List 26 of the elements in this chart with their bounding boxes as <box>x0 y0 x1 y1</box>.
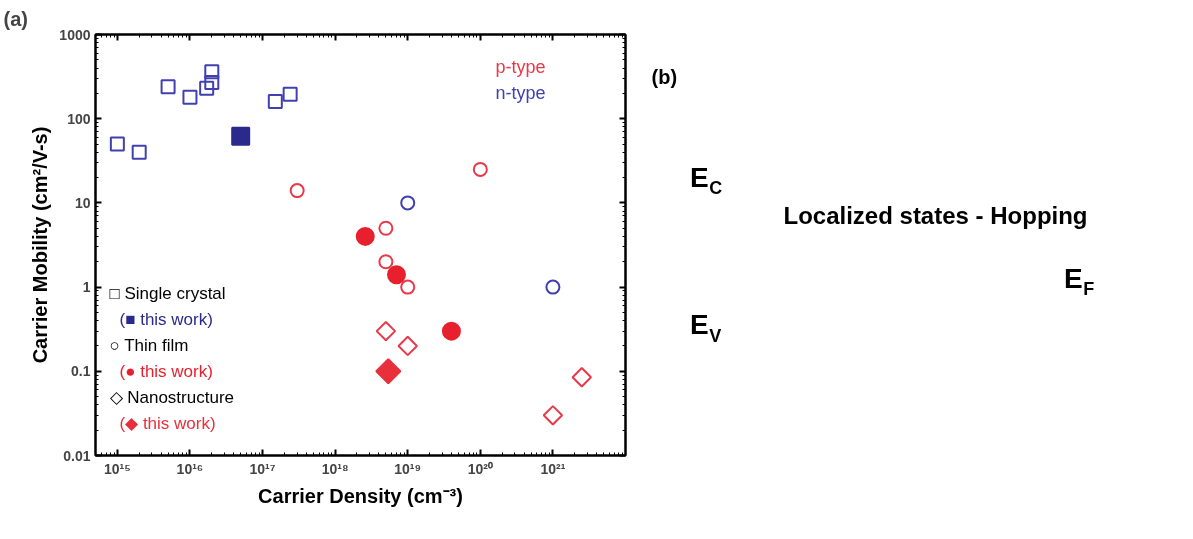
annotation: n-type <box>495 82 546 103</box>
y-tick-label: 1000 <box>59 26 91 43</box>
x-tick-label: 10²¹ <box>540 460 566 477</box>
text: (■ this work) <box>119 309 213 329</box>
y-tick-label: 100 <box>67 110 91 127</box>
text: Localized states - Hopping <box>783 202 1088 230</box>
annotation: ◇ Nanostructure <box>109 387 234 407</box>
x-axis-title: Carrier Density (cm⁻³) <box>258 484 463 507</box>
annotation: □ Single crystal <box>109 283 226 303</box>
annotation: ○ Thin film <box>109 335 189 355</box>
x-tick-label: 10¹⁵ <box>103 460 131 477</box>
y-tick-label: 0.01 <box>63 447 91 464</box>
y-tick-label: 1 <box>82 279 91 296</box>
text: (● this work) <box>119 361 213 381</box>
annotation: p-type <box>495 56 546 77</box>
y-tick-label: 0.1 <box>71 363 91 380</box>
x-tick-label: 10¹⁸ <box>321 460 349 477</box>
y-axis-title: Carrier Mobility (cm²/V-s) <box>29 126 52 364</box>
text: (b) <box>651 65 678 88</box>
text: (◆ this work) <box>119 413 216 433</box>
x-tick-label: 10¹⁷ <box>249 460 276 477</box>
x-tick-label: 10²⁰ <box>467 460 493 477</box>
x-tick-label: 10¹⁹ <box>394 460 422 477</box>
chart-title: (a) <box>3 7 28 30</box>
y-tick-label: 10 <box>74 194 91 211</box>
x-tick-label: 10¹⁶ <box>176 460 204 477</box>
